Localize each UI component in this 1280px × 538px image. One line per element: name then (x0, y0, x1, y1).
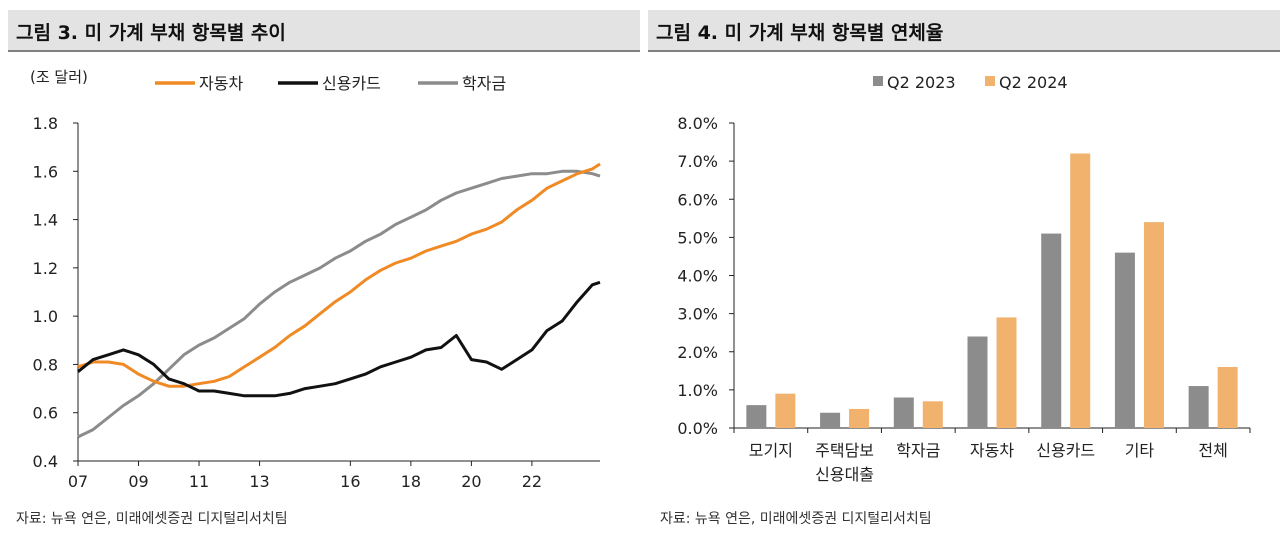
y-tick-label: 6.0% (677, 190, 718, 209)
bar-chart: Q2 2023 Q2 2024 0.0% 1.0% 2.0% 3.0% 4.0% 5.0% 6.… (677, 73, 1251, 484)
bar (820, 412, 841, 428)
legend-swatch (985, 76, 995, 86)
x-tick-label: 13 (249, 472, 269, 491)
y-tick-label: 0.4 (33, 452, 58, 471)
x-tick-label: 11 (189, 472, 209, 491)
x-tick-label: 16 (340, 472, 360, 491)
x-tick-label: 주택담보 (815, 441, 874, 460)
title-bar: 그림 3. 미 가계 부채 항목별 추이 (8, 10, 640, 52)
y-tick-label: 1.0% (677, 381, 718, 400)
x-tick-label: 모기지 (749, 441, 793, 460)
bar (967, 336, 988, 428)
bar (746, 405, 767, 428)
bar (1114, 252, 1135, 428)
x-tick-label: 신용카드 (1036, 441, 1095, 460)
bar (1041, 233, 1062, 428)
bar (922, 401, 943, 428)
y-tick-label: 8.0% (677, 114, 718, 133)
legend-label: 학자금 (462, 74, 506, 93)
x-tick-label: 07 (68, 472, 88, 491)
bar (849, 408, 870, 428)
legend-swatch (873, 76, 883, 86)
line-chart: (조 달러) 자동차 신용카드 학자금 0.4 0.6 0.8 1.0 1.2 1.4 1.6 1.8… (30, 68, 601, 491)
y-tick-label: 1.8 (33, 114, 58, 133)
x-tick-label: 학자금 (896, 441, 940, 460)
series-line (77, 169, 601, 439)
legend-label: Q2 2023 (887, 73, 956, 92)
x-tick-label: 기타 (1125, 441, 1155, 460)
y-tick-label: 1.2 (33, 259, 58, 278)
source-note: 자료: 뉴욕 연은, 미래에셋증권 디지털리서치팀 (660, 511, 932, 527)
bar (996, 317, 1017, 428)
source-note: 자료: 뉴욕 연은, 미래에셋증권 디지털리서치팀 (16, 511, 288, 527)
y-tick-label: 0.8 (33, 355, 58, 374)
series-line (77, 280, 601, 398)
x-tick-label: 20 (461, 472, 481, 491)
y-tick-label: 1.4 (33, 211, 58, 230)
bar (1143, 222, 1164, 428)
y-tick-label: 1.6 (33, 162, 58, 181)
y-tick-label: 0.0% (677, 419, 718, 438)
bar (1188, 386, 1209, 428)
x-tick-label: 18 (401, 472, 421, 491)
x-tick-label: 09 (128, 472, 148, 491)
y-axis-unit-label: (조 달러) (30, 68, 88, 86)
y-tick-label: 7.0% (677, 152, 718, 171)
chart-panel-left: 그림 3. 미 가계 부채 항목별 추이 (조 달러) 자동차 신용카드 학자금 0.4… (8, 10, 640, 527)
legend-label: 신용카드 (322, 74, 381, 93)
bar (1070, 153, 1091, 428)
chart-title: 그림 4. 미 가계 부채 항목별 연체율 (656, 22, 944, 44)
y-tick-label: 0.6 (33, 404, 58, 423)
title-bar: 그림 4. 미 가계 부채 항목별 연체율 (648, 10, 1280, 52)
series-line (77, 162, 601, 388)
x-tick-label: 신용대출 (815, 465, 874, 484)
legend-label: 자동차 (199, 74, 243, 93)
x-tick-label: 전체 (1198, 441, 1227, 460)
x-tick-label: 22 (522, 472, 542, 491)
x-tick-label: 자동차 (970, 441, 1014, 460)
bar (775, 393, 796, 428)
y-tick-label: 4.0% (677, 267, 718, 286)
y-tick-label: 3.0% (677, 305, 718, 324)
y-tick-label: 5.0% (677, 228, 718, 247)
bar (1217, 367, 1238, 428)
legend-label: Q2 2024 (999, 73, 1068, 92)
chart-panel-right: 그림 4. 미 가계 부채 항목별 연체율 Q2 2023 Q2 2024 0.0%… (648, 0, 1280, 538)
chart-title: 그림 3. 미 가계 부채 항목별 추이 (16, 22, 286, 44)
y-tick-label: 2.0% (677, 343, 718, 362)
bar (893, 397, 914, 428)
y-tick-label: 1.0 (33, 307, 58, 326)
